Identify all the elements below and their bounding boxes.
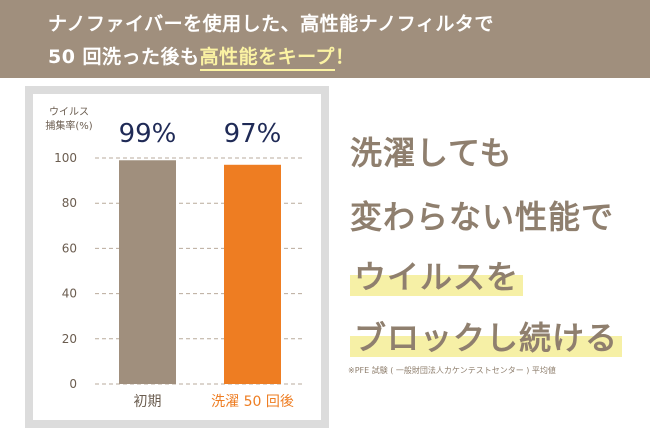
x-category-label: 洗濯 50 回後 xyxy=(211,394,294,410)
bar xyxy=(224,164,281,384)
banner-line-2: 50 回洗った後も高性能をキープ！ xyxy=(48,42,355,71)
banner-line-1: ナノファイバーを使用した、高性能ナノフィルタで xyxy=(48,13,494,35)
y-tick-label: 0 xyxy=(69,377,77,391)
y-tick-label: 80 xyxy=(62,196,77,210)
banner-highlight: 高性能をキープ xyxy=(199,46,335,71)
message-highlight-3: ウイルスを xyxy=(350,258,524,296)
y-axis-label-line-2: 捕集率(%) xyxy=(45,119,92,132)
bar xyxy=(119,160,176,384)
y-tick-label: 40 xyxy=(62,287,77,301)
header-banner: ナノファイバーを使用した、高性能ナノフィルタで 50 回洗った後も高性能をキープ… xyxy=(0,0,650,78)
data-label: 97% xyxy=(224,119,282,149)
y-tick-label: 100 xyxy=(54,151,77,165)
y-tick-label: 60 xyxy=(62,241,77,255)
banner-line-2-prefix: 50 回洗った後も xyxy=(48,46,200,68)
footnote: ※PFE 試験 ( 一般財団法人カケンテストセンター ) 平均値 xyxy=(348,366,556,375)
message-line-4: ブロックし続ける xyxy=(350,313,623,359)
y-axis-label-line-1: ウイルス xyxy=(49,106,89,118)
message-area: 洗濯しても 変わらない性能で ウイルスを ブロックし続ける ※PFE 試験 ( … xyxy=(340,0,645,434)
data-label: 99% xyxy=(119,119,177,149)
message-line-2: 変わらない性能で xyxy=(350,198,615,236)
message-line-3: ウイルスを xyxy=(350,252,524,298)
chart-panel: ウイルス 捕集率(%) 0 20 40 60 80 100 99% 初期 97% 洗濯 50 回後 xyxy=(25,86,329,428)
y-tick-label: 20 xyxy=(62,332,77,346)
message-line-1: 洗濯しても xyxy=(350,134,513,172)
message-highlight-4: ブロックし続ける xyxy=(350,319,623,357)
banner-exclamation: ！ xyxy=(334,46,355,68)
x-category-label: 初期 xyxy=(134,393,162,410)
